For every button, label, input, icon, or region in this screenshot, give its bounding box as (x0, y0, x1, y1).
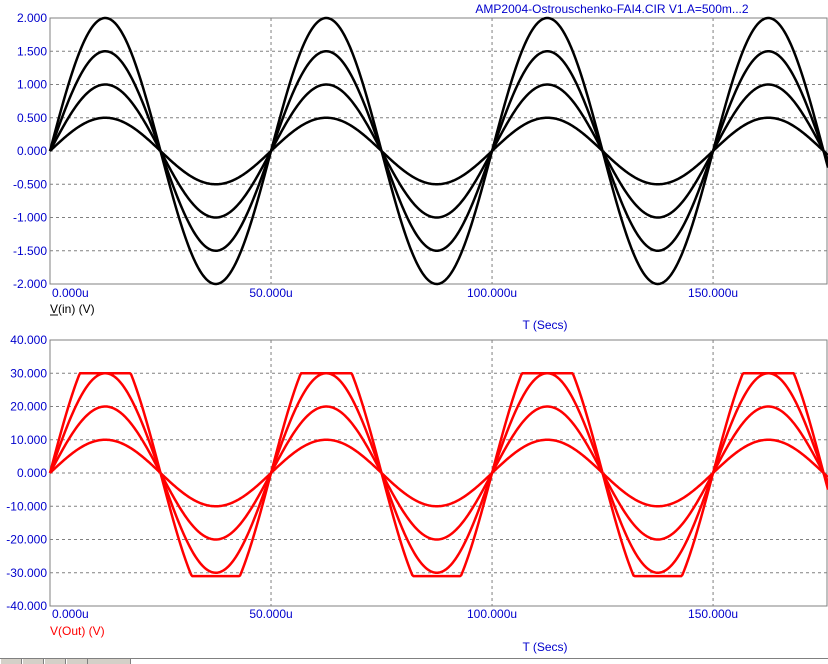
y-tick-label: -40.000 (6, 599, 47, 613)
y-tick-label: 40.000 (10, 333, 47, 347)
x-tick-label: 150.000u (688, 286, 738, 300)
y-axis-label: V(Out) (V) (50, 624, 105, 638)
y-tick-label: 0.500 (17, 111, 47, 125)
input-voltage-plot: 2.000 1.500 1.000 0.500 0.000 -0.500 -1.000 -1.… (13, 11, 828, 332)
page-tab[interactable] (0, 659, 22, 664)
page-tab[interactable] (66, 659, 88, 664)
y-tick-label: 30.000 (10, 366, 47, 380)
y-tick-label: -1.500 (13, 244, 47, 258)
y-tick-label: -0.500 (13, 177, 47, 191)
y-tick-label: 0.000 (17, 144, 47, 158)
x-axis-label: T (Secs) (522, 640, 567, 654)
status-field (130, 659, 828, 664)
y-tick-label: 1.500 (17, 44, 47, 58)
y-tick-label: 2.000 (17, 11, 47, 25)
x-tick-label: 0.000u (52, 607, 89, 621)
vout-trace-3 (48, 372, 828, 574)
vin-trace-3 (48, 50, 828, 252)
y-tick-label: 10.000 (10, 433, 47, 447)
y-tick-label: 0.000 (17, 466, 47, 480)
x-tick-label: 50.000u (249, 286, 292, 300)
y-tick-label: -10.000 (6, 499, 47, 513)
x-tick-label: 100.000u (467, 607, 517, 621)
x-tick-label: 150.000u (688, 607, 738, 621)
y-tick-label: -20.000 (6, 533, 47, 547)
vout-trace-1 (49, 438, 828, 508)
vout-trace-4 (48, 372, 828, 578)
x-axis-label: T (Secs) (522, 318, 567, 332)
y-tick-label: 1.000 (17, 78, 47, 92)
x-tick-label: 50.000u (249, 607, 292, 621)
simulation-title: AMP2004-Ostrouschenko-FAI4.CIR V1.A=500m… (475, 2, 748, 16)
status-bar (0, 658, 828, 664)
y-axis-label: V(in) (V) (50, 302, 95, 316)
y-tick-label: -1.000 (13, 211, 47, 225)
x-tick-label: 0.000u (52, 286, 89, 300)
x-tick-label: 100.000u (467, 286, 517, 300)
y-tick-label: -2.000 (13, 277, 47, 291)
page-tab[interactable] (22, 659, 44, 664)
vin-trace-4 (48, 16, 828, 286)
output-voltage-plot: 40.000 30.000 20.000 10.000 0.000 -10.000 -20.… (6, 333, 828, 654)
vin-trace-1 (49, 116, 828, 186)
vout-trace-2 (48, 405, 828, 541)
vin-trace-2 (48, 83, 828, 219)
y-tick-label: 20.000 (10, 400, 47, 414)
y-tick-label: -30.000 (6, 566, 47, 580)
page-tab[interactable] (44, 659, 66, 664)
